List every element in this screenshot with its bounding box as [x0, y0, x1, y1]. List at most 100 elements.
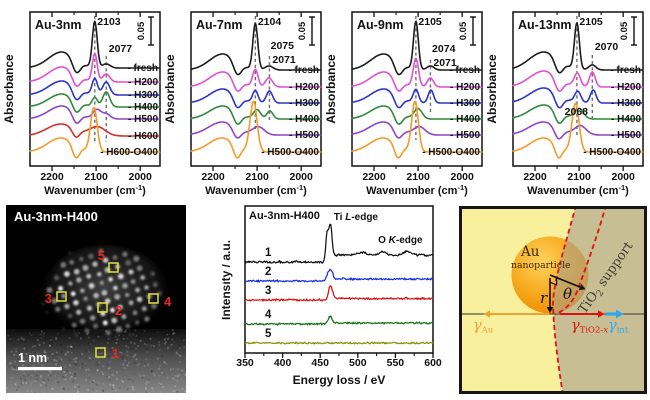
ftir-panel-au-3nm: 2200 2100 2000 Wavenumber (cm-1) Absorbance -…: [2, 0, 167, 203]
spectrum-curve-h500: [351, 121, 483, 139]
ftir-panel-au-9nm: 2200 2100 2000 Wavenumber (cm-1) Absorbance -…: [324, 0, 489, 203]
eels-curve-number: 2: [265, 266, 271, 278]
spectrum-curve-h600-o400: [29, 106, 161, 159]
curve-label: - H300: [450, 98, 480, 109]
gamma-label-Au: γAu: [473, 318, 494, 336]
x-tick-label: 2100: [406, 171, 430, 183]
x-tick-label: 2000: [128, 171, 152, 183]
plot-frame: [351, 11, 483, 167]
roi-number-1: 1: [112, 346, 119, 361]
x-axis-label: Wavenumber (cm-1): [527, 183, 629, 197]
peak-annotation: 2104: [258, 16, 282, 28]
x-tick-label: 2200: [40, 171, 64, 183]
curve-label: - H200: [289, 82, 319, 93]
scale-bar-label: 0.05: [619, 21, 630, 40]
schematic-border: [459, 206, 647, 394]
x-tick-label: 2200: [362, 171, 386, 183]
y-axis-label: Absorbance: [4, 54, 16, 124]
spectrum-curve-h200: [512, 70, 644, 92]
curve-label: - H500-O400: [261, 147, 319, 158]
y-axis-label: Absorbance: [165, 54, 177, 124]
peak-annotation: 2105: [579, 16, 603, 28]
curve-label: - H500-O400: [583, 147, 641, 158]
y-axis-label: Absorbance: [487, 54, 499, 124]
curve-label: - H600: [128, 131, 158, 142]
x-tick-label: 500: [349, 357, 367, 369]
edge-annotation: Ti L-edge: [334, 212, 379, 223]
panel-title: Au-13nm: [518, 18, 571, 32]
roi-number-4: 4: [164, 294, 172, 309]
gamma-int-arrow-head: [616, 309, 624, 319]
curve-label: - H500: [289, 130, 319, 141]
eels-curve-number: 1: [265, 247, 272, 259]
x-tick-label: 2100: [567, 171, 591, 183]
x-axis-label: Energy loss / eV: [293, 373, 386, 387]
ftir-panel-au-13nm: 2200 2100 2000 Wavenumber (cm-1) Absorbance -…: [485, 0, 650, 203]
curve-label: - H200: [611, 82, 641, 93]
edge-annotation: O K-edge: [378, 235, 423, 246]
eels-curve-2: [244, 268, 434, 283]
x-tick-label: 2000: [450, 171, 474, 183]
spectrum-curve-h500-o400: [351, 100, 483, 159]
spectrum-curve-h200: [190, 68, 322, 92]
spectrum-curve-fresh: [351, 20, 483, 76]
gamma-label-TiO2-: γTiO2-x: [571, 318, 608, 336]
panel-title: Au-9nm: [357, 18, 404, 32]
peak-annotation: 2075: [271, 40, 295, 52]
curve-label: - H500: [128, 114, 158, 125]
x-tick-label: 450: [311, 357, 329, 369]
curve-label: - H300: [128, 90, 158, 101]
curve-label: - H200: [450, 82, 480, 93]
support-region: [6, 329, 186, 393]
peak-annotation: 2074: [432, 43, 456, 55]
spectrum-curve-h300: [190, 88, 322, 109]
x-axis-label: Wavenumber (cm-1): [366, 183, 468, 197]
ftir-panel-au-7nm: 2200 2100 2000 Wavenumber (cm-1) Absorbance -…: [163, 0, 328, 203]
curve-label: - H300: [289, 98, 319, 109]
right-angle-marker: [549, 277, 558, 286]
au-label: Au: [520, 244, 540, 260]
scale-bar-label: 0.05: [297, 21, 308, 40]
gamma-label-int: γint: [608, 318, 629, 336]
radius-label: r: [540, 289, 548, 307]
x-tick-label: 600: [424, 357, 442, 369]
overlayer-boundary-dash: [552, 204, 577, 396]
scale-bar-label: 1 nm: [18, 351, 47, 365]
spectrum-curve-fresh: [190, 22, 322, 76]
curve-label: - H400: [450, 114, 480, 125]
nanoparticle-label: nanoparticle: [511, 260, 571, 271]
curve-label: - fresh: [610, 65, 641, 76]
tio2-support-region: [553, 205, 648, 395]
x-tick-label: 2100: [84, 171, 108, 183]
eels-curve-5: [244, 341, 434, 345]
plot-frame: [29, 11, 161, 167]
panel-title: Au-7nm: [196, 18, 243, 32]
spectrum-curve-h500: [190, 121, 322, 139]
eels-curve-1: [244, 223, 434, 264]
roi-number-2: 2: [115, 303, 122, 318]
peak-annotation: 2077: [109, 43, 133, 55]
eels-curve-number: 3: [265, 285, 271, 297]
contact-angle-arrow: [549, 274, 581, 288]
curve-label: - fresh: [288, 65, 319, 76]
curve-label: - fresh: [127, 63, 158, 74]
spectrum-curve-h300: [351, 88, 483, 109]
panel-title: Au-3nm-H400: [14, 209, 98, 224]
eels-curve-4: [244, 315, 434, 326]
curve-label: - H500: [450, 130, 480, 141]
x-tick-label: 2100: [245, 171, 269, 183]
curve-label: - H400: [611, 114, 641, 125]
curve-label: - H500: [611, 130, 641, 141]
plot-frame: [512, 11, 644, 167]
x-tick-label: 2000: [289, 171, 313, 183]
curve-label: - H400: [289, 114, 319, 125]
peak-annotation: 2103: [97, 16, 121, 28]
peak-annotation: 2105: [418, 16, 442, 28]
roi-number-3: 3: [45, 291, 52, 306]
spectrum-curve-h600: [29, 123, 161, 138]
y-axis-label: Intensity / a.u.: [222, 240, 233, 320]
eels-curve-number: 4: [265, 309, 272, 321]
